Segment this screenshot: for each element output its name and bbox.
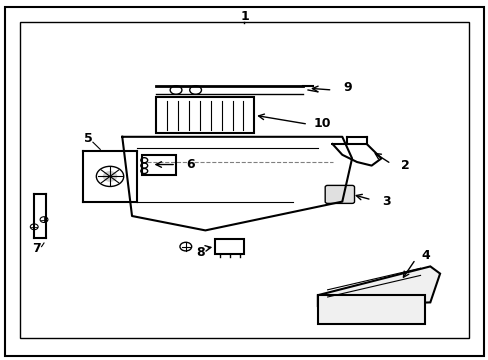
Text: 2: 2 (401, 159, 409, 172)
Text: 9: 9 (342, 81, 351, 94)
Text: 3: 3 (381, 195, 390, 208)
Text: 8: 8 (196, 246, 204, 259)
Circle shape (102, 171, 117, 182)
Text: 5: 5 (83, 132, 92, 145)
Bar (215, 239, 244, 254)
Bar (156, 97, 254, 133)
Bar (142, 155, 176, 175)
Text: 10: 10 (313, 117, 331, 130)
Text: 6: 6 (186, 158, 195, 171)
Text: 4: 4 (420, 249, 429, 262)
Polygon shape (317, 266, 439, 306)
Text: 1: 1 (240, 10, 248, 23)
FancyBboxPatch shape (325, 185, 354, 203)
Polygon shape (122, 137, 351, 230)
Bar (317, 295, 425, 324)
Text: 7: 7 (32, 242, 41, 255)
Bar (20, 22, 468, 338)
